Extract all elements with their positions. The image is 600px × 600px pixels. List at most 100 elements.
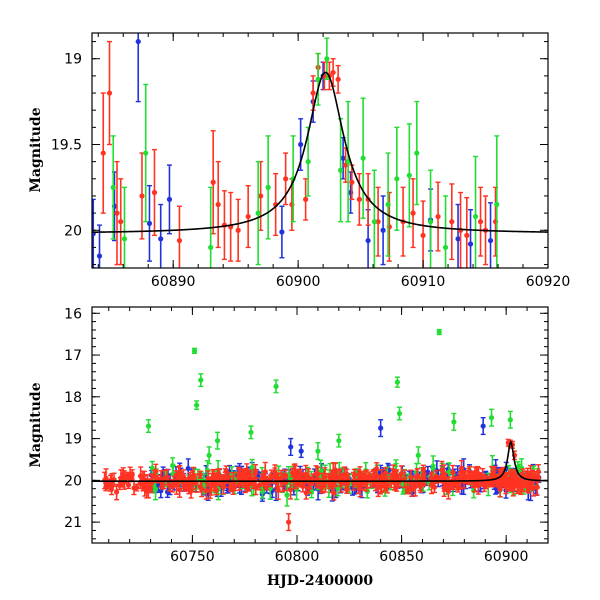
top-data-point <box>394 126 400 231</box>
bottom-y-tick-label: 17 <box>64 348 82 364</box>
top-data-point <box>464 196 470 268</box>
top-panel-frame <box>91 32 549 269</box>
top-data-point <box>449 183 455 261</box>
top-data-point <box>494 135 500 268</box>
bottom-baseline-point <box>197 470 203 479</box>
bottom-y-tick-label: 16 <box>64 306 82 322</box>
top-data-point <box>110 135 116 240</box>
bottom-baseline-point <box>113 483 120 501</box>
bottom-baseline-point <box>344 468 350 480</box>
top-x-tick-label: 60900 <box>276 274 321 290</box>
top-data-point <box>335 64 341 94</box>
top-data-point <box>210 130 216 235</box>
bottom-baseline-point <box>216 468 222 485</box>
top-data-point <box>118 178 124 266</box>
bottom-baseline-point <box>169 481 176 493</box>
bottom-data-point <box>145 419 152 434</box>
bottom-baseline-point <box>177 464 183 480</box>
bottom-baseline-point <box>404 481 411 494</box>
top-data-point <box>442 195 449 268</box>
bottom-baseline-point <box>298 468 304 479</box>
top-x-tick-label: 60890 <box>151 274 196 290</box>
bottom-baseline-point <box>303 464 309 484</box>
bottom-data-point <box>396 406 403 421</box>
bottom-baseline-point <box>173 475 180 495</box>
bottom-baseline-point <box>164 468 170 486</box>
top-y-tick-label: 19 <box>64 52 82 68</box>
top-data-point <box>106 40 113 146</box>
bottom-baseline-point <box>158 470 164 488</box>
top-panel-ticks: 60890 60900 60910 60920 19 19.5 20 <box>51 33 570 290</box>
top-data-point <box>330 58 336 87</box>
bottom-y-tick-label: 18 <box>64 390 82 406</box>
top-y-tick-label: 19.5 <box>51 137 82 153</box>
top-data-point <box>435 181 441 252</box>
top-data-point <box>315 52 321 106</box>
bottom-data-point <box>206 446 212 465</box>
bottom-baseline-point <box>186 481 192 495</box>
top-data-point <box>135 33 141 103</box>
top-data-point <box>158 203 164 268</box>
top-data-point <box>487 202 494 268</box>
top-data-point <box>343 147 349 183</box>
bottom-baseline-point <box>331 485 337 501</box>
top-data-point <box>477 186 484 257</box>
bottom-baseline-point <box>428 475 435 495</box>
bottom-baseline-point <box>509 468 515 479</box>
bottom-data-point <box>436 328 442 336</box>
bottom-baseline-point <box>306 482 312 494</box>
top-model-curve <box>92 71 548 234</box>
top-data-point <box>279 205 285 259</box>
bottom-baseline-point <box>244 482 251 492</box>
top-data-point <box>166 164 173 235</box>
top-x-tick-label: 60920 <box>526 274 571 290</box>
top-data-point <box>258 160 264 231</box>
top-data-point <box>340 136 346 180</box>
top-y-tick-label: 20 <box>64 223 82 239</box>
bottom-baseline-point <box>203 481 209 500</box>
bottom-baseline-point <box>450 464 456 481</box>
top-data-point <box>255 160 261 266</box>
top-data-point <box>273 172 279 237</box>
top-x-tick-label: 60910 <box>401 274 446 290</box>
top-data-point <box>228 191 234 262</box>
top-data-point <box>385 152 391 257</box>
bottom-baseline-point <box>103 483 109 492</box>
bottom-baseline-point <box>460 471 466 481</box>
bottom-x-tick-label: 60750 <box>170 549 215 565</box>
bottom-data-point <box>273 379 279 394</box>
top-data-point <box>245 184 251 249</box>
bottom-data-point <box>415 446 421 465</box>
bottom-baseline-point <box>252 468 258 479</box>
bottom-baseline-point <box>530 478 537 497</box>
bottom-baseline-point <box>506 479 512 491</box>
top-data-point <box>208 186 214 268</box>
top-data-point <box>235 198 241 262</box>
bottom-data-point <box>507 410 513 429</box>
bottom-panel-frame <box>91 306 549 544</box>
bottom-x-axis-label: HJD-2400000 <box>267 573 374 589</box>
top-data-point <box>414 100 420 206</box>
bottom-baseline-point <box>370 470 376 487</box>
bottom-baseline-point <box>177 481 183 498</box>
top-data-point <box>420 200 426 268</box>
bottom-baseline-point <box>408 469 414 485</box>
top-data-point <box>146 184 153 262</box>
top-data-point <box>100 92 106 214</box>
bottom-baseline-point <box>336 469 342 484</box>
top-data-point <box>380 195 386 266</box>
top-panel-data <box>92 33 548 268</box>
bottom-data-point <box>288 437 294 456</box>
bottom-baseline-point <box>272 464 278 480</box>
bottom-y-axis-label: Magnitude <box>28 382 44 467</box>
top-data-point <box>139 152 145 240</box>
bottom-x-tick-label: 60850 <box>379 549 424 565</box>
bottom-data-point <box>191 347 198 355</box>
bottom-data-point <box>394 376 400 388</box>
bottom-baseline-point <box>344 485 350 495</box>
bottom-y-tick-label: 20 <box>64 473 82 489</box>
top-data-point <box>467 208 474 268</box>
top-data-point <box>360 97 366 219</box>
top-data-point <box>472 155 479 268</box>
bottom-data-point <box>336 433 342 448</box>
